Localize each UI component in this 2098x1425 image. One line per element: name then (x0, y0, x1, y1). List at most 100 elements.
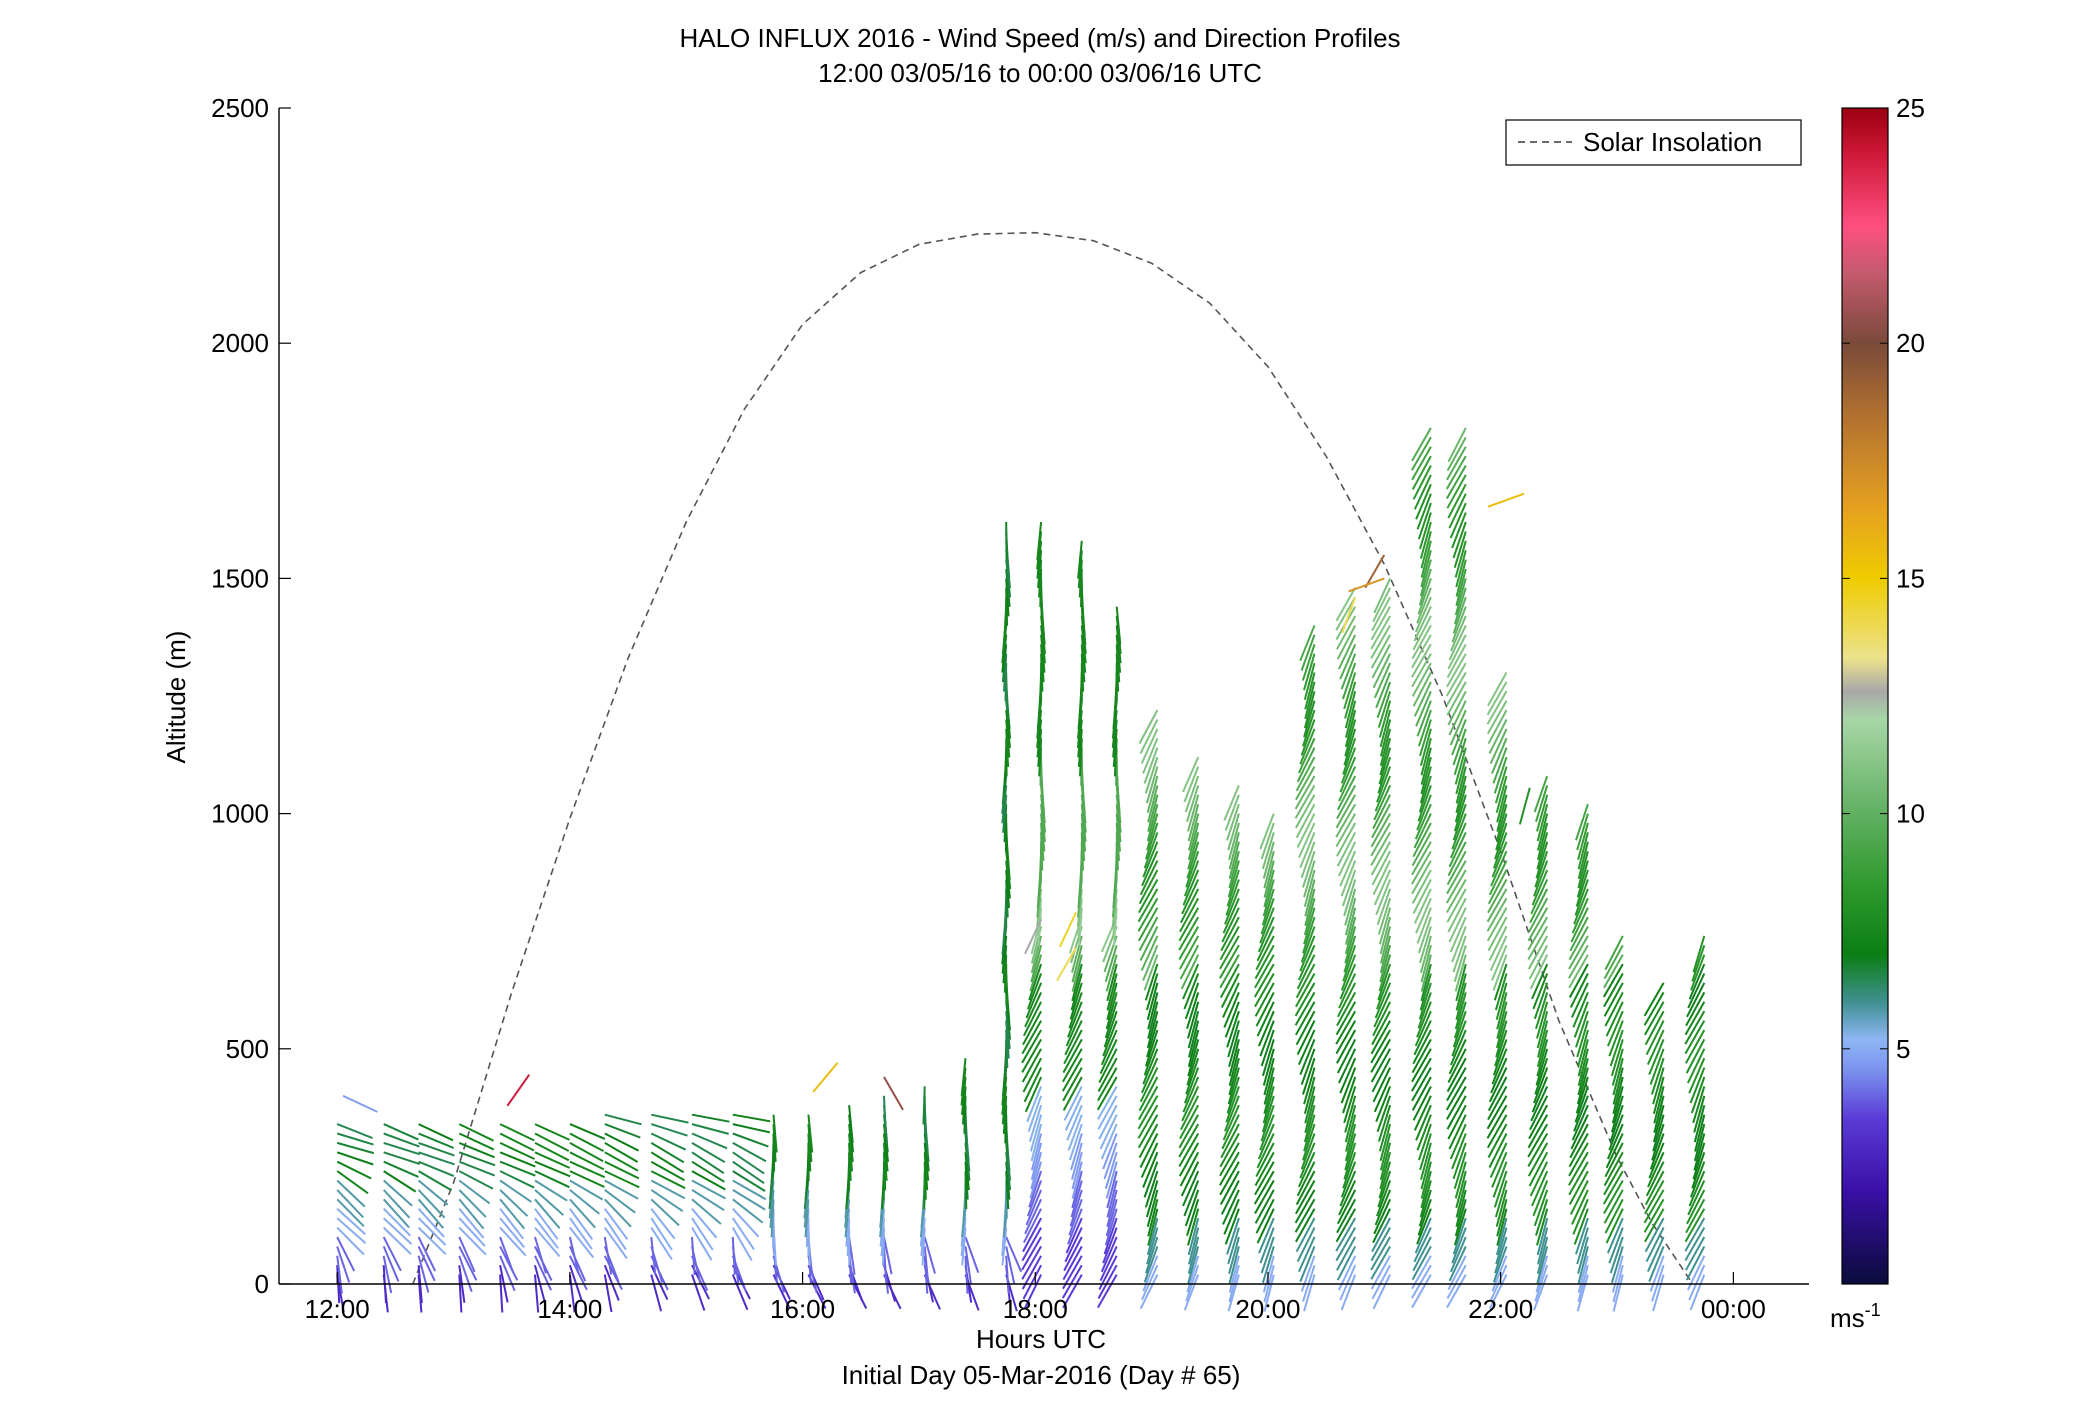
wind-barb (458, 1170, 494, 1190)
wind-barb (1487, 1085, 1508, 1121)
wind-barb (569, 1142, 604, 1163)
wind-barb (1373, 577, 1392, 614)
wind-barb (1021, 1029, 1042, 1064)
wind-barb (1261, 1246, 1275, 1284)
wind-barb (1261, 888, 1275, 926)
wind-barb (732, 1198, 764, 1224)
wind-barb (1602, 1170, 1624, 1205)
wind-barb (1447, 1048, 1467, 1084)
wind-barb (1228, 1255, 1240, 1293)
wind-barb (1377, 898, 1392, 935)
wind-barb (1419, 512, 1432, 550)
wind-barb (1302, 1057, 1316, 1095)
y-tick-label: 1000 (211, 799, 269, 829)
wind-barb (1370, 1227, 1391, 1262)
wind-barb (1652, 1274, 1665, 1312)
wind-barb (1062, 1067, 1083, 1102)
wind-barb (1449, 709, 1467, 746)
wind-barb (1024, 991, 1043, 1028)
wind-barb (1186, 992, 1200, 1029)
wind-barb (1486, 888, 1508, 923)
wind-barb (418, 1160, 455, 1178)
wind-barb (1447, 690, 1467, 726)
wind-barb (1417, 709, 1432, 747)
wind-barb (1227, 1067, 1240, 1105)
wind-barb (848, 1124, 854, 1162)
wind-barb (1371, 1057, 1391, 1093)
wind-barb (417, 1179, 449, 1206)
wind-barb (1577, 1246, 1589, 1284)
wind-barb (1574, 1086, 1589, 1123)
wind-barb (1219, 1170, 1240, 1205)
wind-barb (1106, 973, 1118, 1011)
wind-barb (1294, 1198, 1316, 1233)
wind-barb (691, 1227, 713, 1261)
wind-barb (1102, 1227, 1118, 1264)
wind-barb (1146, 1010, 1159, 1049)
wind-barb (1376, 766, 1392, 803)
wind-barb (1139, 1274, 1159, 1310)
wind-barb (1080, 625, 1087, 664)
wind-barb (769, 1189, 775, 1228)
wind-barb (1379, 709, 1392, 748)
wind-barb (964, 1161, 969, 1200)
wind-barb (1446, 672, 1467, 706)
wind-barb (1067, 1114, 1083, 1151)
wind-barb (1180, 888, 1200, 924)
wind-barb (1028, 963, 1043, 1001)
wind-barb (1533, 1274, 1549, 1311)
wind-barb (1146, 1020, 1159, 1058)
wind-barb (1219, 1151, 1240, 1186)
wind-barb (1029, 954, 1043, 992)
wind-barb-layer (336, 427, 1706, 1313)
wind-barb (1343, 728, 1357, 766)
wind-barb (1335, 1020, 1357, 1055)
wind-barb (1603, 982, 1624, 1017)
wind-barb (1536, 803, 1549, 842)
wind-barb (1295, 1001, 1316, 1036)
wind-barb (604, 1198, 632, 1228)
wind-barb (568, 1264, 583, 1302)
wind-barb (1447, 427, 1467, 463)
wind-barb (1262, 1255, 1275, 1293)
wind-barb (336, 1236, 356, 1272)
wind-barb (382, 1207, 412, 1237)
wind-barb (1490, 850, 1508, 887)
wind-barb (1342, 944, 1357, 982)
wind-barb (1411, 455, 1432, 490)
wind-barb (964, 1255, 969, 1294)
wind-barb (1411, 634, 1432, 669)
wind-barb (1603, 1189, 1624, 1224)
wind-barb (1147, 992, 1159, 1030)
wind-barb (1001, 935, 1008, 974)
wind-barb (1097, 1085, 1118, 1120)
wind-barb (1180, 1095, 1200, 1131)
wind-barb (1105, 992, 1118, 1030)
wind-barb (1452, 935, 1467, 973)
wind-barb (342, 1094, 378, 1113)
wind-barb (1112, 898, 1118, 937)
wind-barb (1644, 1170, 1665, 1206)
wind-barb (383, 1170, 417, 1193)
wind-barb (691, 1208, 718, 1239)
wind-barb (1608, 1227, 1624, 1264)
wind-barb (1611, 1255, 1624, 1293)
wind-barb (604, 1142, 639, 1163)
wind-barb (1188, 813, 1200, 851)
wind-barb (1643, 991, 1665, 1026)
wind-barb (1370, 624, 1391, 659)
wind-barb (1181, 879, 1200, 915)
wind-barb (1569, 973, 1589, 1008)
wind-barb (1254, 973, 1275, 1008)
wind-barb (1335, 1208, 1357, 1243)
wind-barb (1340, 954, 1357, 991)
wind-barb (1340, 747, 1357, 784)
wind-barb (1411, 662, 1432, 697)
wind-barb (922, 1086, 926, 1125)
wind-barb (1420, 1152, 1432, 1190)
wind-barb (1411, 1076, 1432, 1111)
wind-barb (1100, 1123, 1118, 1160)
wind-barb (1143, 747, 1159, 784)
wind-barb (499, 1151, 536, 1168)
wind-barb (1568, 1161, 1589, 1196)
